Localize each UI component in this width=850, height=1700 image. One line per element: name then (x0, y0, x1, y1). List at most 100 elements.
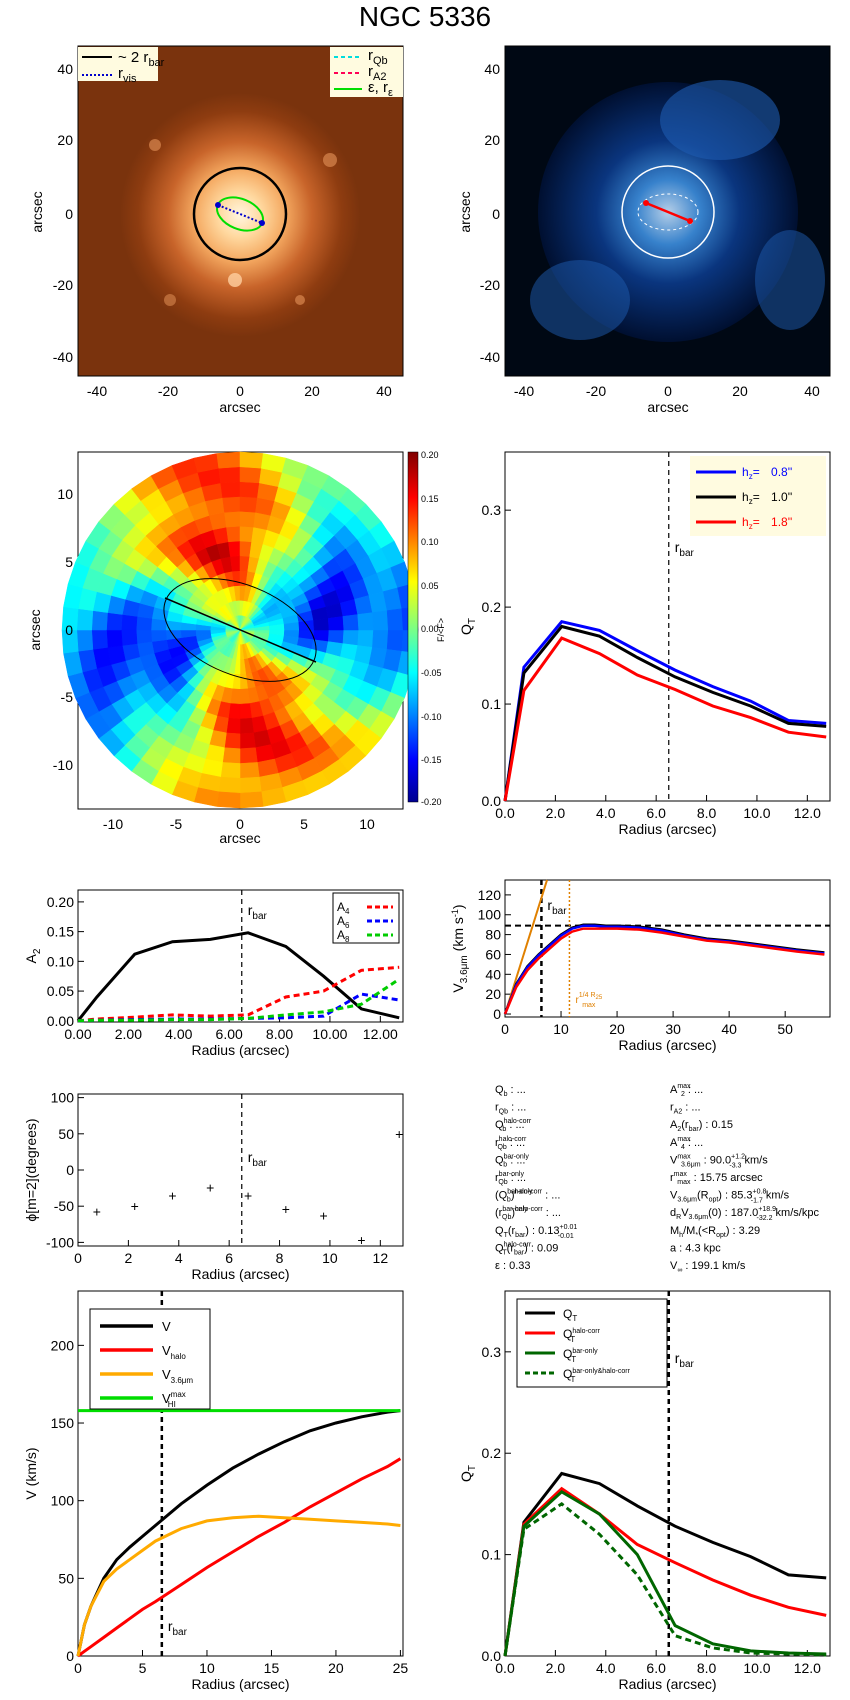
param-row: rhalo-corr Qb : ... (495, 1136, 527, 1151)
ratio-cell (239, 732, 256, 749)
x-tick-label: 8 (276, 1250, 284, 1266)
ratio-cell (239, 747, 258, 764)
x-tick-label: 4 (175, 1250, 183, 1266)
series-line (503, 1489, 827, 1657)
xlabel-residual: arcsec (647, 399, 688, 415)
panel-ratio-map: 0.20 0.15 0.10 0.05 0.00 -0.05 -0.10 -0.… (27, 450, 446, 846)
legend-label: V (162, 1319, 171, 1334)
ratio-cell (357, 612, 374, 631)
svg-text:0: 0 (236, 383, 244, 399)
svg-text:40: 40 (376, 383, 392, 399)
svg-text:0: 0 (65, 206, 73, 222)
svg-text:-40: -40 (53, 349, 73, 365)
x-tick-label: 10.0 (743, 1660, 770, 1676)
ratio-cell (372, 629, 389, 650)
rbar-label: rbar (248, 902, 268, 922)
svg-text:10: 10 (57, 486, 73, 502)
xlabel-ratio: arcsec (219, 830, 260, 846)
param-row: (rbar-only Qb)halo-corr : ... (495, 1206, 561, 1221)
svg-text:0: 0 (492, 206, 500, 222)
rbar-label: rbar (675, 539, 695, 559)
svg-text:0.10: 0.10 (421, 537, 439, 547)
param-row: Qb : ... (495, 1084, 526, 1098)
param-row: rA2 : ... (670, 1102, 701, 1116)
y-tick-label: 0.20 (47, 894, 74, 910)
y-axis-label: QT (458, 1465, 478, 1482)
legend-label: Vhalo (162, 1343, 186, 1361)
panel-residual-image: -40 -20 0 20 40 40 20 0 -20 -40 arcsec a… (457, 45, 831, 415)
ratio-cell (372, 610, 389, 631)
colorbar-label: F/<F> (436, 618, 446, 642)
svg-text:0.00: 0.00 (421, 624, 439, 634)
y-axis-label: A2 (23, 948, 43, 963)
ylabel-image: arcsec (29, 191, 45, 232)
ratio-cell (91, 629, 108, 650)
svg-text:5: 5 (300, 816, 308, 832)
plot-frame (77, 1093, 404, 1247)
ratio-cell (327, 616, 345, 631)
y-tick-label: 50 (58, 1126, 74, 1142)
x-tick-label: 8.0 (697, 1660, 717, 1676)
series-line (77, 965, 400, 1023)
legend-label: QT (563, 1307, 577, 1323)
y-tick-label: 80 (485, 927, 501, 943)
y-tick-label: 20 (485, 986, 501, 1002)
rmax-label: r1/4 R25 max (575, 992, 602, 1009)
ylabel-ratio: arcsec (27, 609, 43, 650)
ratio-cell (76, 608, 94, 631)
ratio-cell (106, 629, 123, 648)
y-tick-label: 200 (51, 1337, 75, 1353)
axis-ticks-image-x: -40 -20 0 20 40 (87, 383, 392, 399)
ratio-cell (218, 776, 241, 794)
svg-text:40: 40 (804, 383, 820, 399)
legend-rqb: rQb (368, 47, 388, 67)
svg-text:20: 20 (732, 383, 748, 399)
x-tick-label: 4.00 (165, 1026, 192, 1042)
x-tick-label: 0.0 (495, 1660, 515, 1676)
legend-label: Qhalo-corr T (563, 1327, 601, 1344)
param-row: (Qbar-only b)halo-corr : ... (495, 1189, 560, 1204)
param-row: Vmax 3.6μm : 90.0+1.2 -3.3 km/s (670, 1153, 768, 1169)
ratio-cell (216, 451, 241, 469)
y-tick-label: 0.10 (47, 953, 74, 969)
y-tick-label: 100 (51, 1493, 75, 1509)
ratio-cell (327, 629, 345, 644)
x-tick-label: 8.0 (697, 805, 717, 821)
x-tick-label: 5 (139, 1660, 147, 1676)
legend-ra2: rA2 (368, 63, 386, 83)
svg-text:-0.20: -0.20 (421, 797, 442, 807)
y-tick-label: 0 (66, 1162, 74, 1178)
param-row: Amax 4 : ... (670, 1136, 703, 1151)
ratio-cell (224, 511, 241, 528)
legend-label: hz= 1.8'' (742, 515, 792, 531)
ratio-cell (239, 466, 262, 484)
param-row: Qbar-only b : ... (495, 1153, 529, 1168)
ratio-cell (226, 717, 241, 735)
y-tick-label: 150 (51, 1415, 75, 1431)
param-row: V3.6μm(Ropt) : 85.3+0.8 -1.7 km/s (670, 1189, 790, 1205)
x-tick-label: 2.0 (546, 1660, 566, 1676)
svg-text:-40: -40 (480, 349, 500, 365)
svg-text:-40: -40 (514, 383, 534, 399)
series-line (503, 620, 827, 802)
x-tick-label: 30 (665, 1021, 681, 1037)
x-tick-label: 0 (74, 1250, 82, 1266)
series-line (503, 636, 827, 802)
legend-qtcorr: QT Qhalo-corr T Qbar-only T Qbar-only&halo-co… (516, 1298, 668, 1388)
ratio-cell (220, 481, 241, 498)
x-tick-label: 12.0 (794, 805, 821, 821)
y-tick-label: 100 (51, 1090, 75, 1106)
ratio-cell (135, 616, 153, 631)
svg-text:-0.10: -0.10 (421, 712, 442, 722)
ratio-cell (121, 614, 138, 631)
y-axis-label: V3.6μm (km s-1) (450, 904, 470, 992)
ratio-cell (239, 791, 264, 809)
ratio-cell (239, 525, 254, 543)
svg-text:-40: -40 (87, 383, 107, 399)
ratio-cell (216, 791, 241, 809)
xlabel-image: arcsec (219, 399, 260, 415)
ratio-cell (135, 629, 153, 644)
y-tick-label: 0 (66, 1648, 74, 1664)
y-axis-label: V (km/s) (23, 1447, 39, 1499)
ratio-cell (239, 762, 260, 779)
